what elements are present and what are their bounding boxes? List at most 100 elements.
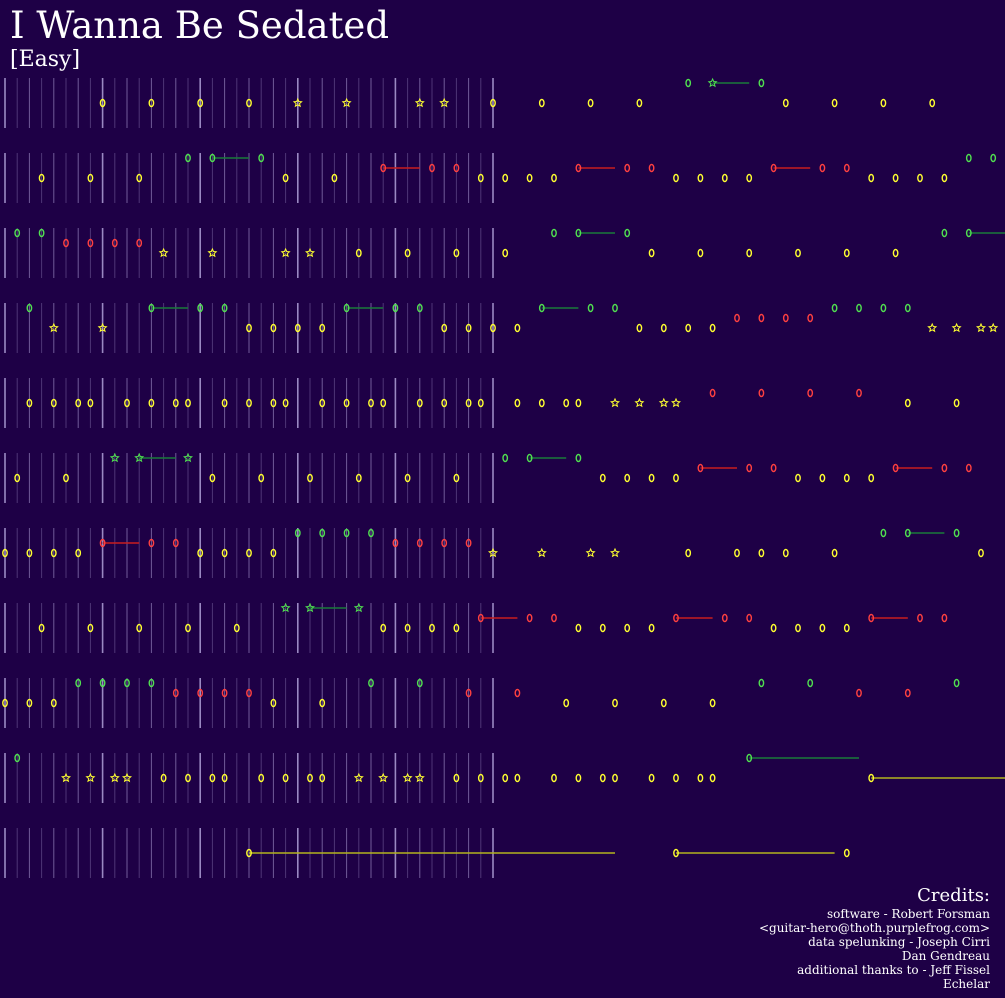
green-note xyxy=(209,153,216,163)
yellow-note xyxy=(26,698,33,708)
green-note xyxy=(880,528,887,538)
green-note xyxy=(953,678,960,688)
yellow-note xyxy=(172,398,179,408)
green-note xyxy=(319,528,326,538)
yellow-note xyxy=(575,773,582,783)
yellow-note xyxy=(429,623,435,633)
yellow-note xyxy=(50,698,57,708)
star-note xyxy=(988,322,999,333)
green-note xyxy=(148,678,155,688)
credit-echelar: Echelar xyxy=(942,977,990,991)
star-note xyxy=(61,772,71,783)
red-note xyxy=(758,388,765,398)
song-title: I Wanna Be Sedated xyxy=(10,4,390,47)
yellow-note xyxy=(307,773,313,783)
red-note xyxy=(477,613,484,623)
yellow-note xyxy=(246,548,252,558)
credit-data-spelunking: data spelunking - Joseph Cirri xyxy=(808,935,990,949)
yellow-note xyxy=(453,773,460,783)
red-note xyxy=(807,313,814,323)
yellow-note xyxy=(87,623,94,633)
green-note xyxy=(368,528,374,538)
yellow-note xyxy=(636,323,643,333)
yellow-note xyxy=(587,98,594,108)
yellow-note xyxy=(380,398,387,408)
red-note xyxy=(392,538,399,548)
red-note xyxy=(148,538,155,548)
green-note xyxy=(587,303,594,313)
star-note xyxy=(634,397,645,408)
yellow-note xyxy=(221,398,228,408)
yellow-note xyxy=(575,398,582,408)
green-note xyxy=(904,303,911,313)
yellow-note xyxy=(453,623,460,633)
yellow-note xyxy=(721,173,728,183)
star-note xyxy=(585,547,596,558)
yellow-note xyxy=(673,773,679,783)
yellow-note xyxy=(538,398,545,408)
red-note xyxy=(197,688,204,698)
yellow-note xyxy=(209,773,216,783)
yellow-note xyxy=(648,773,655,783)
green-note xyxy=(624,228,631,238)
yellow-note xyxy=(2,548,8,558)
red-note xyxy=(465,538,472,548)
yellow-note xyxy=(477,398,484,408)
yellow-note xyxy=(843,248,850,258)
green-note xyxy=(575,453,582,463)
yellow-note xyxy=(868,773,875,783)
yellow-note xyxy=(185,623,191,633)
yellow-note xyxy=(697,173,704,183)
yellow-note xyxy=(636,98,643,108)
green-note xyxy=(965,228,972,238)
red-note xyxy=(734,313,740,323)
yellow-note xyxy=(441,398,448,408)
yellow-note xyxy=(319,698,326,708)
red-note xyxy=(514,688,521,698)
yellow-note xyxy=(612,698,618,708)
yellow-note xyxy=(599,623,606,633)
star-note xyxy=(536,547,547,558)
red-note xyxy=(380,163,387,173)
green-note xyxy=(941,228,948,238)
chart-row xyxy=(4,378,960,428)
red-note xyxy=(941,613,948,623)
yellow-note xyxy=(831,98,838,108)
yellow-note xyxy=(795,473,801,483)
yellow-note xyxy=(929,98,936,108)
credits: Credits: software - Robert Forsman <guit… xyxy=(759,885,990,991)
star-note xyxy=(378,772,389,783)
yellow-note xyxy=(246,98,252,108)
red-note xyxy=(87,238,94,248)
yellow-note xyxy=(490,323,496,333)
green-note xyxy=(990,153,997,163)
yellow-note xyxy=(734,548,740,558)
chart-row xyxy=(4,602,948,653)
yellow-note xyxy=(660,698,667,708)
yellow-note xyxy=(197,98,204,108)
yellow-note xyxy=(50,548,57,558)
yellow-note xyxy=(270,698,277,708)
green-note xyxy=(343,528,350,538)
chart-row xyxy=(4,753,1005,803)
yellow-note xyxy=(246,848,252,858)
star-note xyxy=(976,322,986,333)
yellow-note xyxy=(355,473,362,483)
yellow-note xyxy=(246,398,252,408)
credit-software: software - Robert Forsman xyxy=(826,907,990,921)
yellow-note xyxy=(538,98,545,108)
star-note xyxy=(610,547,620,558)
green-note xyxy=(502,453,509,463)
red-note xyxy=(453,163,460,173)
yellow-note xyxy=(843,848,850,858)
green-note xyxy=(526,453,533,463)
yellow-note xyxy=(26,548,33,558)
red-note xyxy=(697,463,704,473)
yellow-note xyxy=(148,98,155,108)
red-note xyxy=(856,388,862,398)
star-note xyxy=(305,602,315,613)
yellow-note xyxy=(502,248,509,258)
yellow-note xyxy=(258,773,265,783)
red-note xyxy=(868,613,875,623)
red-note xyxy=(770,463,777,473)
